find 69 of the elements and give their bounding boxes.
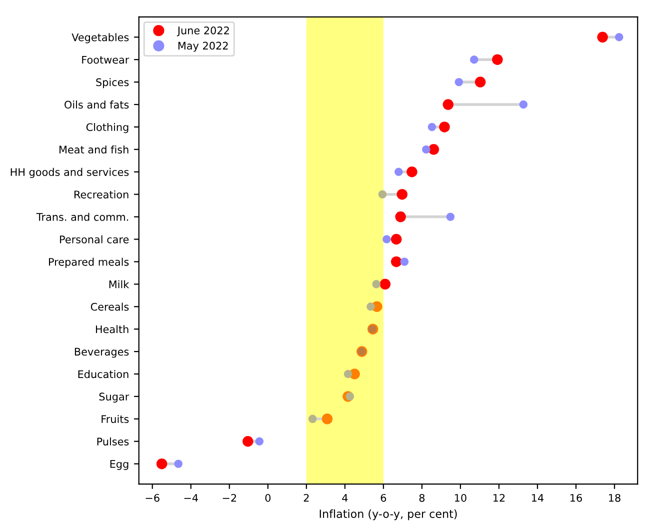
y-tick-label: Milk	[109, 280, 130, 288]
point	[428, 144, 440, 155]
point	[519, 100, 528, 109]
y-tick-label: Personal care	[60, 235, 129, 244]
x-axis-title: Inflation (y-o-y, per cent)	[320, 509, 457, 520]
point	[615, 33, 624, 42]
x-tick-label: 14	[532, 494, 544, 502]
x-tick-label: 2	[304, 494, 309, 502]
x-tick-label: 18	[609, 494, 620, 502]
x-tick-label: 6	[380, 494, 386, 502]
point	[454, 78, 464, 86]
x-tick-label: 12	[493, 494, 505, 502]
point	[308, 414, 317, 424]
y-tick-label: Spices	[96, 78, 129, 88]
point	[597, 32, 608, 43]
point	[442, 99, 454, 110]
y-tick-label: Trans. and comm.	[36, 212, 128, 221]
y-tick-label: Vegetables	[72, 33, 129, 44]
y-tick-label: Footwear	[82, 56, 130, 64]
point	[378, 190, 387, 198]
x-tick-label: −4	[184, 494, 198, 502]
y-tick-label: Education	[78, 370, 128, 378]
point	[406, 166, 418, 178]
point	[174, 460, 182, 468]
point	[322, 414, 333, 424]
point	[395, 211, 406, 222]
y-tick-label: Oils and fats	[64, 100, 129, 109]
point	[400, 258, 409, 266]
y-tick-label: HH goods and services	[10, 168, 129, 178]
point	[474, 76, 486, 88]
legend-label: June 2022	[176, 26, 229, 36]
point	[255, 437, 264, 446]
x-tick-label: −6	[146, 494, 160, 502]
point	[380, 278, 391, 290]
point	[439, 122, 450, 132]
point	[492, 54, 503, 65]
point	[156, 458, 168, 470]
point	[396, 188, 408, 200]
point	[422, 145, 430, 154]
x-tick-label: 0	[265, 494, 271, 502]
legend-label: May 2022	[178, 42, 228, 52]
point	[242, 436, 254, 447]
point	[390, 256, 402, 268]
y-tick-label: Recreation	[74, 190, 128, 198]
y-tick-label: Pulses	[97, 437, 129, 446]
y-tick-label: Sugar	[99, 392, 130, 403]
y-tick-label: Egg	[110, 460, 128, 470]
y-tick-label: Cereals	[90, 302, 129, 311]
x-tick-label: 16	[570, 494, 582, 502]
y-tick-label: Fruits	[102, 414, 129, 424]
point	[470, 55, 478, 64]
y-tick-label: Meat and fish	[60, 145, 128, 154]
point	[446, 212, 455, 221]
y-tick-label: Beverages	[74, 348, 129, 358]
point	[366, 302, 375, 311]
x-tick-label: 10	[454, 494, 466, 502]
point	[390, 234, 402, 245]
x-tick-label: 8	[419, 494, 425, 502]
point	[344, 370, 352, 378]
point	[382, 235, 391, 244]
y-tick-label: Health	[96, 325, 128, 334]
x-tick-label: −2	[222, 494, 236, 502]
point	[394, 168, 403, 176]
y-tick-label: Prepared meals	[48, 258, 129, 268]
point	[428, 122, 436, 132]
point	[346, 392, 354, 401]
x-tick-label: 4	[342, 494, 348, 502]
y-tick-label: Clothing	[86, 123, 128, 134]
point	[372, 280, 380, 288]
